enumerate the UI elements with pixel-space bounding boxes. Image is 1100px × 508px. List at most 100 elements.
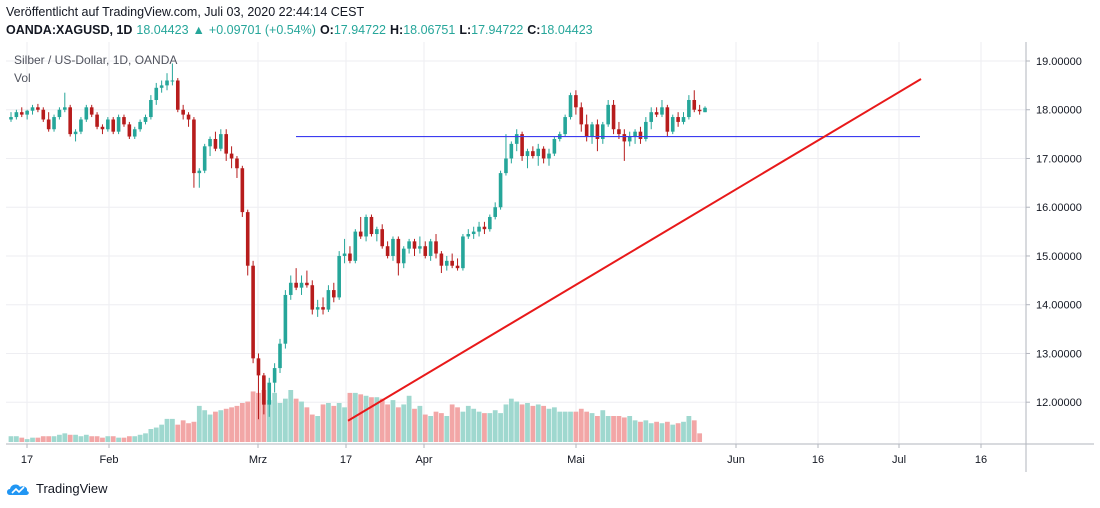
candle [89,104,94,118]
candle-body [498,173,503,208]
volume-bar [374,397,380,442]
candle [461,234,465,271]
volume-bar [164,418,170,442]
open-value: 17.94722 [333,23,386,37]
candle [235,156,239,178]
candle-body [563,117,567,135]
candle [240,165,245,217]
candle [197,168,202,188]
volume-bar [207,414,213,442]
volume-bar [202,410,208,442]
candle [434,234,438,259]
volume-bar [471,408,477,442]
candle-body [122,117,126,125]
candle-body [127,124,132,137]
candle [611,99,616,135]
candle-body [197,170,202,174]
volume-bar [105,436,111,442]
volume-bar [422,414,428,442]
volume-bar [121,437,127,442]
x-tick-label: 17 [340,454,352,466]
candle-body [514,134,519,144]
candle-body [165,80,169,86]
candle [9,112,13,122]
candle [466,229,471,239]
candle [267,377,272,417]
volume-bar [460,411,466,442]
candle [229,146,234,169]
candle [278,338,282,373]
candle [63,92,67,113]
candle-body [30,107,35,111]
candle-body [595,124,600,139]
quote-line: OANDA:XAGUSD, 1D 18.04423 ▲ +0.09701 (+0.54… [6,23,597,37]
candle [175,78,180,113]
candle [547,148,551,166]
volume-bar [578,408,584,442]
candle-body [611,104,616,130]
candle-body [504,158,508,174]
candle [127,121,132,139]
volume-bar [342,407,347,442]
candle [46,112,51,132]
volume-bar [78,436,84,442]
candle [676,112,680,127]
candle [337,251,341,300]
volume-bar [30,437,35,442]
volume-bar [132,436,138,442]
candle [364,214,368,242]
volume-bar [331,405,337,442]
volume-bar [293,398,299,442]
volume-bars [8,390,703,442]
volume-bar [697,433,703,442]
y-tick-label: 18.00000 [1036,105,1082,117]
volume-bar [476,411,482,442]
candle-body [418,246,422,249]
candle-body [332,290,336,298]
volume-bar [648,423,654,442]
volume-bar [546,408,552,442]
chart-area[interactable]: 19.00000 18.00000 17.00000 16.00000 15.00000… [6,42,1094,472]
volume-bar [153,427,159,442]
candle-body [531,151,535,157]
candle-body [89,107,94,115]
volume-bar [654,421,659,442]
volume-bar [110,436,116,442]
volume-bar [245,401,251,442]
candle [703,106,707,113]
trend-line[interactable] [347,78,922,422]
volume-bar [282,398,288,442]
candle-body [697,109,702,112]
volume-bar [670,424,676,442]
volume-bar [369,397,374,442]
candle-body [337,255,341,298]
candle-body [541,148,546,159]
volume-bar [638,421,643,442]
volume-bar [40,436,46,442]
volume-bar [304,407,310,442]
volume-bar [363,395,369,442]
candle [315,299,320,317]
volume-bar [428,416,434,442]
candle [219,129,223,152]
volume-bar [503,404,509,442]
candle [208,136,212,157]
candle [181,104,185,120]
candle [353,229,358,264]
volume-bar [83,434,89,442]
candle [52,114,56,132]
candle-body [601,124,605,139]
y-tick-label: 16.00000 [1036,202,1082,214]
candle-body [116,117,121,132]
candle [423,241,428,259]
volume-bar [180,420,186,442]
volume-bar [186,423,191,442]
candle [584,114,589,142]
candle-body [536,148,541,157]
low-label: L: [459,23,472,37]
candle [509,141,514,164]
candle [342,238,347,264]
candle [213,131,218,152]
volume-bar [191,421,197,442]
price-chart[interactable]: 19.00000 18.00000 17.00000 16.00000 15.00000… [6,42,1094,472]
